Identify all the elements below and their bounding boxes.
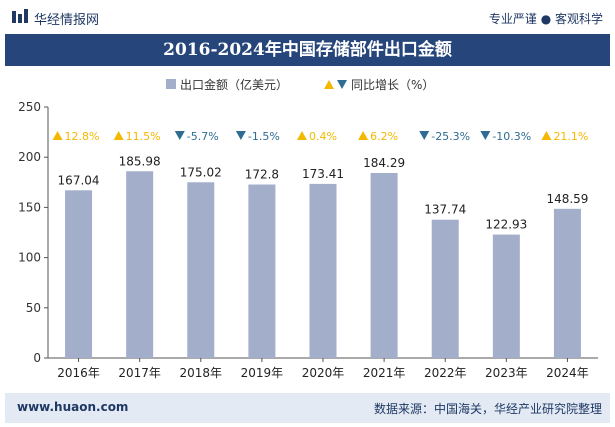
title-bar: 2016-2024年中国存储部件出口金额 — [5, 34, 610, 66]
legend-swatch-amount — [166, 79, 176, 89]
y-tick-label: 150 — [18, 200, 41, 214]
x-tick-label: 2017年 — [118, 366, 161, 380]
y-tick-label: 100 — [18, 251, 41, 265]
y-tick-label: 200 — [18, 150, 41, 164]
x-tick-label: 2022年 — [424, 366, 467, 380]
growth-value-label: 6.2% — [370, 130, 398, 143]
bar-value-label: 137.74 — [424, 203, 466, 217]
growth-value-label: 21.1% — [553, 130, 588, 143]
footer-source: 数据来源：中国海关，华经产业研究院整理 — [373, 402, 602, 416]
brand-name: 华经情报网 — [34, 13, 100, 28]
bar-value-label: 175.02 — [180, 165, 222, 179]
y-tick-label: 0 — [33, 351, 41, 365]
x-tick-label: 2020年 — [302, 366, 345, 380]
bar — [248, 184, 276, 358]
legend-label-amount: 出口金额（亿美元） — [180, 77, 288, 92]
growth-up-triangle-icon — [52, 131, 63, 140]
x-tick-label: 2018年 — [180, 366, 223, 380]
bar — [370, 172, 398, 358]
growth-down-triangle-icon — [235, 131, 246, 140]
x-tick-label: 2024年 — [546, 366, 589, 380]
x-tick-label: 2019年 — [241, 366, 284, 380]
bar — [126, 171, 154, 358]
growth-down-triangle-icon — [174, 131, 185, 140]
bar — [309, 183, 337, 358]
legend-up-triangle-icon — [324, 80, 334, 89]
header-tagline: 专业严谨 ● 客观科学 — [488, 12, 603, 26]
top-header: 华经情报网 专业严谨 ● 客观科学 — [0, 0, 615, 34]
bar-value-label: 173.41 — [302, 167, 344, 181]
growth-value-label: -10.3% — [492, 130, 531, 143]
bar — [65, 190, 93, 358]
legend-down-triangle-icon — [337, 80, 347, 89]
footer-url[interactable]: www.huaon.com — [17, 400, 129, 414]
bar — [431, 219, 459, 358]
y-tick-label: 50 — [26, 301, 41, 315]
growth-up-triangle-icon — [113, 131, 124, 140]
growth-value-label: 0.4% — [309, 130, 337, 143]
footer-bar: www.huaon.com 数据来源：中国海关，华经产业研究院整理 — [5, 393, 610, 423]
bar-chart: 出口金额（亿美元） 同比增长（%） 0 50 100 150 200 250 167.04 201… — [18, 77, 598, 380]
bar — [187, 182, 215, 358]
y-tick-label: 250 — [18, 100, 41, 114]
x-tick-label: 2016年 — [57, 366, 100, 380]
bar-value-label: 184.29 — [363, 156, 405, 170]
bar-value-label: 148.59 — [546, 192, 588, 206]
bar-value-label: 185.98 — [119, 154, 161, 168]
growth-value-label: 12.8% — [65, 130, 100, 143]
growth-up-triangle-icon — [541, 131, 552, 140]
growth-down-triangle-icon — [419, 131, 430, 140]
growth-down-triangle-icon — [480, 131, 491, 140]
bar — [492, 234, 520, 358]
growth-value-label: -1.5% — [248, 130, 280, 143]
growth-value-label: -5.7% — [187, 130, 219, 143]
x-tick-label: 2021年 — [363, 366, 406, 380]
legend-label-growth: 同比增长（%） — [351, 78, 434, 92]
growth-value-label: -25.3% — [431, 130, 470, 143]
chart-title: 2016-2024年中国存储部件出口金额 — [163, 40, 452, 60]
growth-up-triangle-icon — [358, 131, 369, 140]
bar-value-label: 167.04 — [58, 173, 100, 187]
growth-up-triangle-icon — [297, 131, 307, 140]
x-tick-label: 2023年 — [485, 366, 528, 380]
bar-value-label: 122.93 — [485, 218, 527, 232]
bar — [553, 208, 581, 358]
bar-value-label: 172.8 — [245, 168, 279, 182]
growth-value-label: 11.5% — [126, 130, 161, 143]
logo-icon — [12, 9, 28, 23]
